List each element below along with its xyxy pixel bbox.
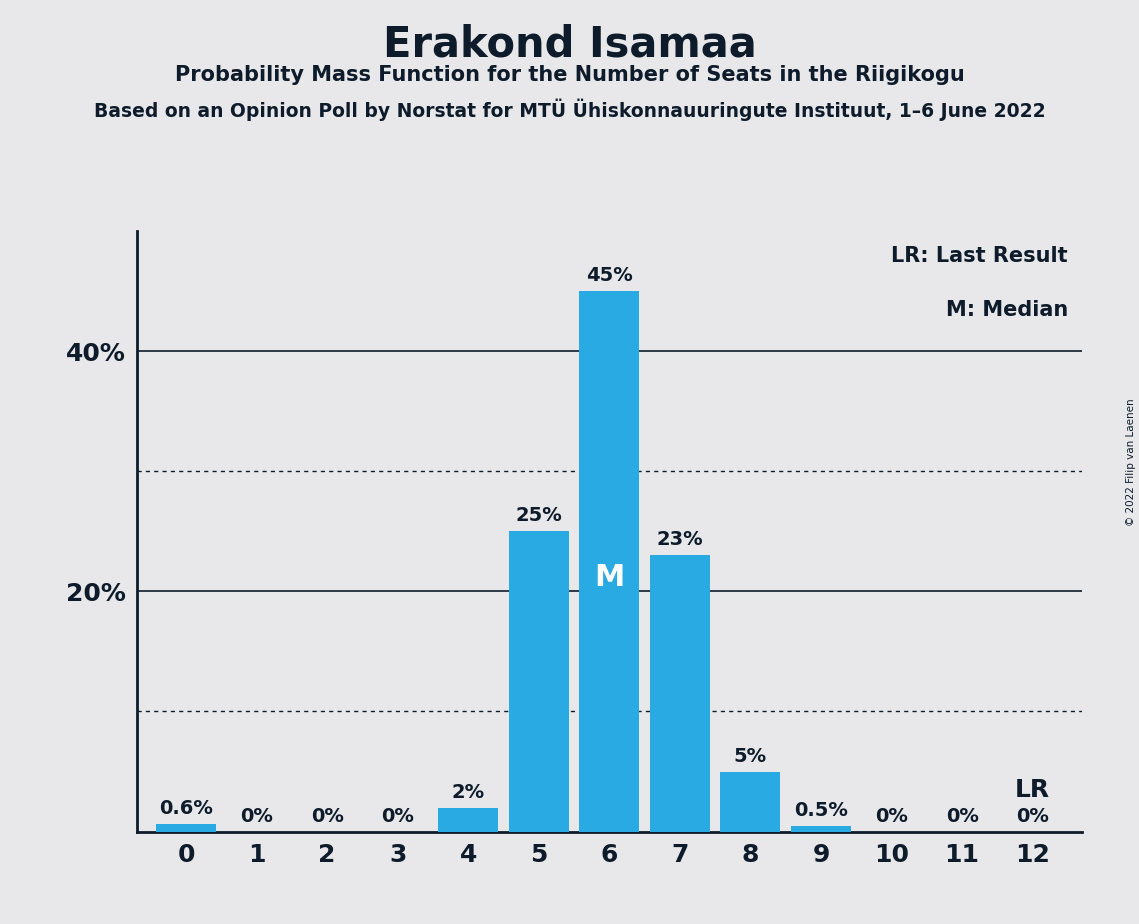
Text: LR: LR <box>1015 778 1050 801</box>
Text: Based on an Opinion Poll by Norstat for MTÜ Ühiskonnauuringute Instituut, 1–6 Ju: Based on an Opinion Poll by Norstat for … <box>93 99 1046 121</box>
Text: 0%: 0% <box>1016 807 1049 826</box>
Text: LR: Last Result: LR: Last Result <box>891 246 1068 266</box>
Bar <box>650 555 710 832</box>
Text: M: M <box>595 563 624 592</box>
Text: © 2022 Filip van Laenen: © 2022 Filip van Laenen <box>1126 398 1136 526</box>
Text: 0%: 0% <box>311 807 344 826</box>
Text: 0%: 0% <box>945 807 978 826</box>
Bar <box>721 772 780 832</box>
Bar <box>439 808 498 832</box>
Text: 0.5%: 0.5% <box>794 800 847 820</box>
Text: 2%: 2% <box>452 783 485 801</box>
Text: 0%: 0% <box>875 807 908 826</box>
Text: Erakond Isamaa: Erakond Isamaa <box>383 23 756 65</box>
Text: Probability Mass Function for the Number of Seats in the Riigikogu: Probability Mass Function for the Number… <box>174 65 965 85</box>
Text: 5%: 5% <box>734 747 767 765</box>
Bar <box>156 824 216 832</box>
Text: 0%: 0% <box>240 807 273 826</box>
Bar <box>580 291 639 832</box>
Bar <box>509 531 568 832</box>
Text: 45%: 45% <box>585 266 633 285</box>
Text: M: Median: M: Median <box>945 300 1068 320</box>
Bar <box>790 826 851 832</box>
Text: 0.6%: 0.6% <box>159 799 213 819</box>
Text: 23%: 23% <box>656 530 703 549</box>
Text: 0%: 0% <box>382 807 415 826</box>
Text: 25%: 25% <box>516 506 563 525</box>
